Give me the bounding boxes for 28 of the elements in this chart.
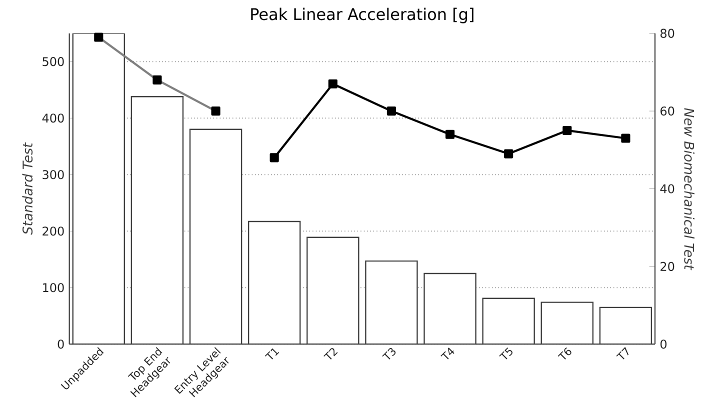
x-tick-label: T7 — [616, 347, 629, 360]
x-tick-label: T1 — [264, 348, 280, 360]
x-tick-label: T2 — [324, 348, 338, 360]
y2-tick-label: 20 — [660, 262, 674, 272]
y-tick-label: 100 — [43, 283, 64, 292]
y-tick-label: 300 — [42, 170, 64, 180]
y-tick-label: 0 — [58, 340, 64, 349]
x-tick-label: T5 — [499, 348, 512, 360]
y-tick-label: 200 — [42, 226, 64, 236]
y2-tick-label: 40 — [660, 184, 674, 194]
y2-tick-label: 0 — [660, 340, 667, 349]
y-tick-label: 400 — [42, 114, 64, 123]
point — [621, 134, 630, 144]
chart-title: Peak Linear Acceleration [g] — [251, 8, 474, 24]
y-axis-title: Standard Test — [22, 142, 33, 235]
y2-axis-title: New Biomechanical Test — [684, 108, 694, 270]
x-tick-label: T3 — [382, 348, 396, 360]
point — [504, 149, 514, 159]
point — [562, 126, 572, 136]
point — [328, 80, 338, 89]
x-tick-label: T4 — [440, 348, 454, 360]
point — [445, 130, 455, 140]
y2-tick-label: 60 — [660, 106, 674, 116]
point — [386, 106, 396, 116]
x-tick-label: T6 — [558, 348, 572, 360]
y2-tick-label: 80 — [660, 29, 674, 38]
y-tick-label: 500 — [42, 57, 64, 66]
point — [270, 153, 279, 162]
